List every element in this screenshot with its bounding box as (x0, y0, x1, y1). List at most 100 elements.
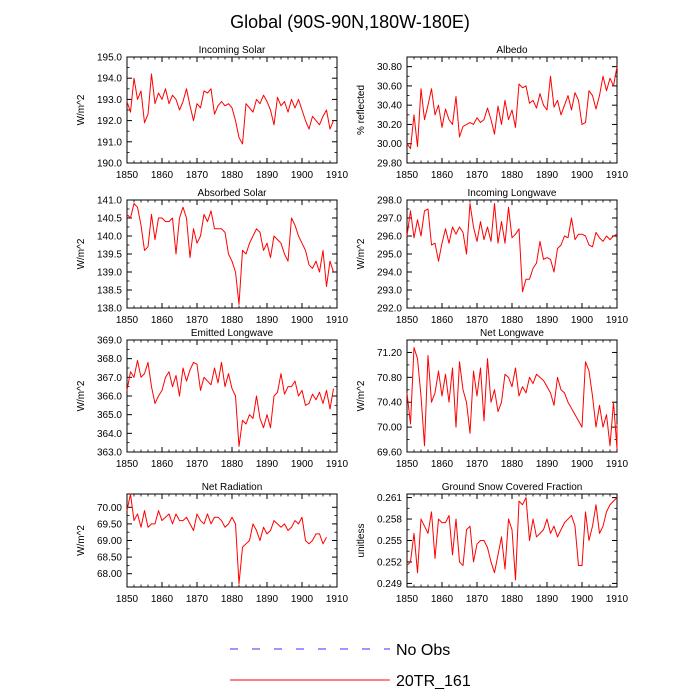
ground-snow-covered-fraction-ytick-label: 0.249 (377, 579, 402, 590)
absorbed-solar-xtick-label: 1890 (256, 315, 279, 326)
absorbed-solar-title: Absorbed Solar (198, 188, 268, 199)
net-longwave-title: Net Longwave (480, 328, 544, 339)
net-radiation-ytick-label: 68.00 (97, 569, 122, 580)
incoming-longwave-xtick-label: 1890 (536, 315, 559, 326)
albedo-title: Albedo (496, 45, 528, 56)
absorbed-solar-xtick-label: 1870 (186, 315, 209, 326)
emitted-longwave-ytick-label: 367.0 (97, 373, 122, 384)
ground-snow-covered-fraction-xtick-label: 1880 (501, 594, 524, 605)
panel-albedo: Albedo 1850 1860 1870 1880 1890 1900 1910 29.80 3… (356, 45, 629, 181)
net-radiation-ytick-label: 68.50 (97, 553, 122, 564)
panel-ground-snow-covered-fraction: Ground Snow Covered Fraction 1850 1860 1870… (356, 482, 629, 605)
ground-snow-covered-fraction-ytick-label: 0.252 (377, 557, 402, 568)
ground-snow-covered-fraction-series-20tr-161 (406, 497, 618, 581)
absorbed-solar-ylabel: W/m^2 (76, 238, 87, 269)
absorbed-solar-xtick-label: 1850 (116, 315, 139, 326)
ground-snow-covered-fraction-xtick-label: 1900 (571, 594, 594, 605)
albedo-xtick-label: 1880 (501, 170, 524, 181)
ground-snow-covered-fraction-xtick-label: 1850 (396, 594, 419, 605)
legend-label-20tr-161: 20TR_161 (396, 673, 471, 690)
net-radiation-xtick-label: 1910 (326, 594, 349, 605)
emitted-longwave-xtick-label: 1850 (116, 459, 139, 470)
emitted-longwave-title: Emitted Longwave (191, 328, 274, 339)
ground-snow-covered-fraction-ylabel: unitless (356, 524, 367, 558)
incoming-solar-ylabel: W/m^2 (76, 94, 87, 125)
incoming-solar-ytick-label: 191.0 (97, 137, 122, 148)
emitted-longwave-xtick-label: 1900 (291, 459, 314, 470)
ground-snow-covered-fraction-xtick-label: 1910 (606, 594, 629, 605)
incoming-longwave-plot-frame (406, 199, 618, 309)
emitted-longwave-xtick-label: 1880 (221, 459, 244, 470)
emitted-longwave-ylabel: W/m^2 (76, 380, 87, 411)
absorbed-solar-ytick-label: 139.5 (97, 250, 122, 261)
net-longwave-xtick-label: 1870 (466, 459, 489, 470)
net-longwave-xtick-label: 1900 (571, 459, 594, 470)
emitted-longwave-ytick-label: 366.0 (97, 392, 122, 403)
net-radiation-ytick-label: 70.00 (97, 503, 122, 514)
absorbed-solar-ytick-label: 138.5 (97, 286, 122, 297)
net-radiation-xtick-label: 1860 (151, 594, 174, 605)
emitted-longwave-ytick-label: 363.0 (97, 448, 122, 459)
incoming-longwave-ytick-label: 296.0 (377, 232, 402, 243)
ground-snow-covered-fraction-plot-frame (406, 493, 618, 588)
ground-snow-covered-fraction-xtick-label: 1870 (466, 594, 489, 605)
incoming-solar-xtick-label: 1890 (256, 170, 279, 181)
net-radiation-xtick-label: 1890 (256, 594, 279, 605)
net-longwave-xtick-label: 1850 (396, 459, 419, 470)
legend: No Obs 20TR_161 (230, 642, 471, 690)
incoming-longwave-xtick-label: 1860 (431, 315, 454, 326)
incoming-solar-xtick-label: 1880 (221, 170, 244, 181)
emitted-longwave-xtick-label: 1910 (326, 459, 349, 470)
emitted-longwave-ytick-label: 368.0 (97, 354, 122, 365)
ground-snow-covered-fraction-xtick-label: 1860 (431, 594, 454, 605)
incoming-solar-series-20tr-161 (126, 73, 334, 145)
net-radiation-title: Net Radiation (202, 482, 263, 493)
albedo-xtick-label: 1910 (606, 170, 629, 181)
incoming-longwave-xtick-label: 1910 (606, 315, 629, 326)
incoming-longwave-series-20tr-161 (406, 203, 618, 293)
panel-net-radiation: Net Radiation 1850 1860 1870 1880 1890 1900 191… (76, 482, 349, 605)
net-longwave-xtick-label: 1880 (501, 459, 524, 470)
incoming-longwave-ytick-label: 292.0 (377, 304, 402, 315)
absorbed-solar-ytick-label: 139.0 (97, 268, 122, 279)
albedo-ytick-label: 30.60 (377, 81, 402, 92)
ground-snow-covered-fraction-title: Ground Snow Covered Fraction (442, 482, 583, 493)
net-radiation-xtick-label: 1880 (221, 594, 244, 605)
incoming-solar-ytick-label: 194.0 (97, 74, 122, 85)
ground-snow-covered-fraction-xtick-label: 1890 (536, 594, 559, 605)
emitted-longwave-ytick-label: 364.0 (97, 429, 122, 440)
absorbed-solar-ytick-label: 140.0 (97, 232, 122, 243)
net-radiation-series-20tr-161 (126, 493, 327, 585)
net-radiation-xtick-label: 1870 (186, 594, 209, 605)
net-longwave-series-20tr-161 (406, 346, 618, 450)
net-longwave-xtick-label: 1860 (431, 459, 454, 470)
albedo-xtick-label: 1860 (431, 170, 454, 181)
albedo-ytick-label: 30.20 (377, 120, 402, 131)
legend-label-no-obs: No Obs (396, 642, 450, 659)
absorbed-solar-ytick-label: 141.0 (97, 196, 122, 207)
incoming-longwave-xtick-label: 1850 (396, 315, 419, 326)
panel-net-longwave: Net Longwave 1850 1860 1870 1880 1890 1900 1910… (356, 328, 629, 470)
albedo-ylabel: % reflected (356, 85, 367, 135)
emitted-longwave-xtick-label: 1860 (151, 459, 174, 470)
net-longwave-ytick-label: 69.60 (377, 448, 402, 459)
albedo-ytick-label: 30.80 (377, 62, 402, 73)
net-longwave-xtick-label: 1890 (536, 459, 559, 470)
absorbed-solar-xtick-label: 1860 (151, 315, 174, 326)
incoming-solar-plot-frame (126, 56, 338, 164)
net-longwave-ytick-label: 70.80 (377, 373, 402, 384)
absorbed-solar-xtick-label: 1880 (221, 315, 244, 326)
incoming-solar-xtick-label: 1900 (291, 170, 314, 181)
incoming-longwave-ytick-label: 295.0 (377, 250, 402, 261)
incoming-solar-xtick-label: 1850 (116, 170, 139, 181)
net-longwave-plot-frame (406, 339, 618, 453)
incoming-longwave-xtick-label: 1900 (571, 315, 594, 326)
absorbed-solar-plot-frame (126, 199, 338, 309)
albedo-xtick-label: 1900 (571, 170, 594, 181)
net-longwave-ytick-label: 70.40 (377, 398, 402, 409)
incoming-longwave-xtick-label: 1880 (501, 315, 524, 326)
incoming-longwave-title: Incoming Longwave (468, 188, 557, 199)
net-radiation-ytick-label: 69.00 (97, 536, 122, 547)
incoming-longwave-xtick-label: 1870 (466, 315, 489, 326)
